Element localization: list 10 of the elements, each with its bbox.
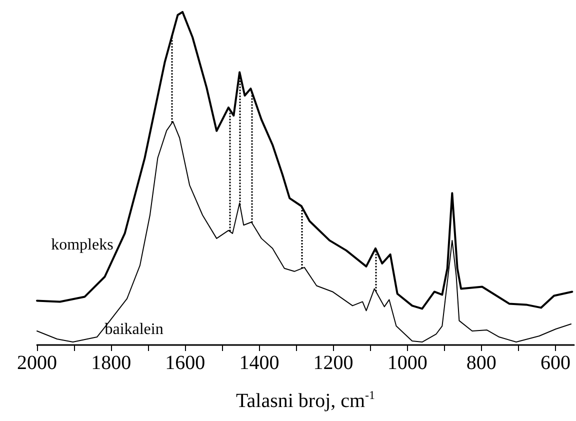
x-tick-label: 1600 (165, 352, 206, 374)
x-tick-label: 1200 (313, 352, 354, 374)
x-tick-label: 1800 (91, 352, 132, 374)
x-tick-label: 1000 (387, 352, 428, 374)
series-label: kompleks (51, 236, 114, 254)
x-tick-label: 1400 (239, 352, 280, 374)
x-tick-label: 2000 (17, 352, 57, 374)
x-tick-label: 800 (466, 352, 496, 374)
x-tick-label: 600 (540, 352, 570, 374)
series-label: baikalein (104, 321, 164, 338)
